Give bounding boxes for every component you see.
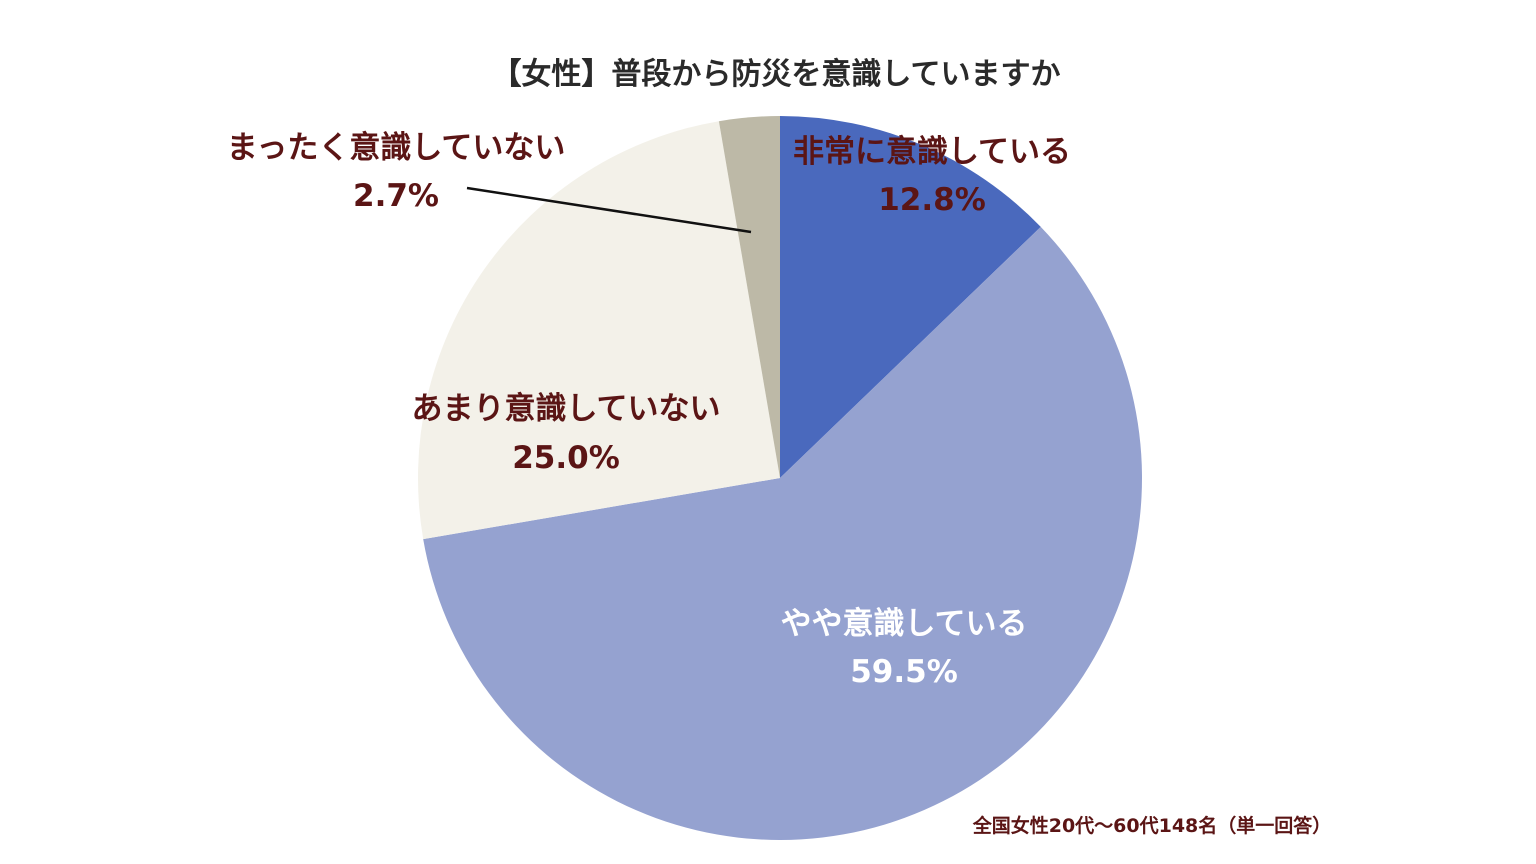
slice-value-2: 25.0% — [512, 440, 620, 476]
slice-label-1: やや意識している — [780, 606, 1027, 642]
slice-value-1: 59.5% — [850, 654, 958, 690]
pie-slices — [417, 116, 1142, 840]
pie-slice-2 — [417, 121, 780, 540]
slice-value-3: 2.7% — [353, 178, 439, 214]
leader-line — [466, 186, 752, 234]
pie-slice-3 — [718, 116, 780, 478]
pie-slice-1 — [423, 226, 1142, 840]
sample-note: 全国女性20代～60代148名（単一回答） — [972, 814, 1332, 837]
slice-value-0: 12.8% — [878, 182, 986, 218]
slice-label-3: まったく意識していない — [227, 130, 566, 166]
pie-slice-0 — [780, 116, 1041, 478]
chart-title: 【女性】普段から防災を意識していますか — [491, 57, 1060, 92]
slice-label-0: 非常に意識している — [793, 134, 1071, 170]
slice-label-2: あまり意識していない — [411, 391, 720, 427]
